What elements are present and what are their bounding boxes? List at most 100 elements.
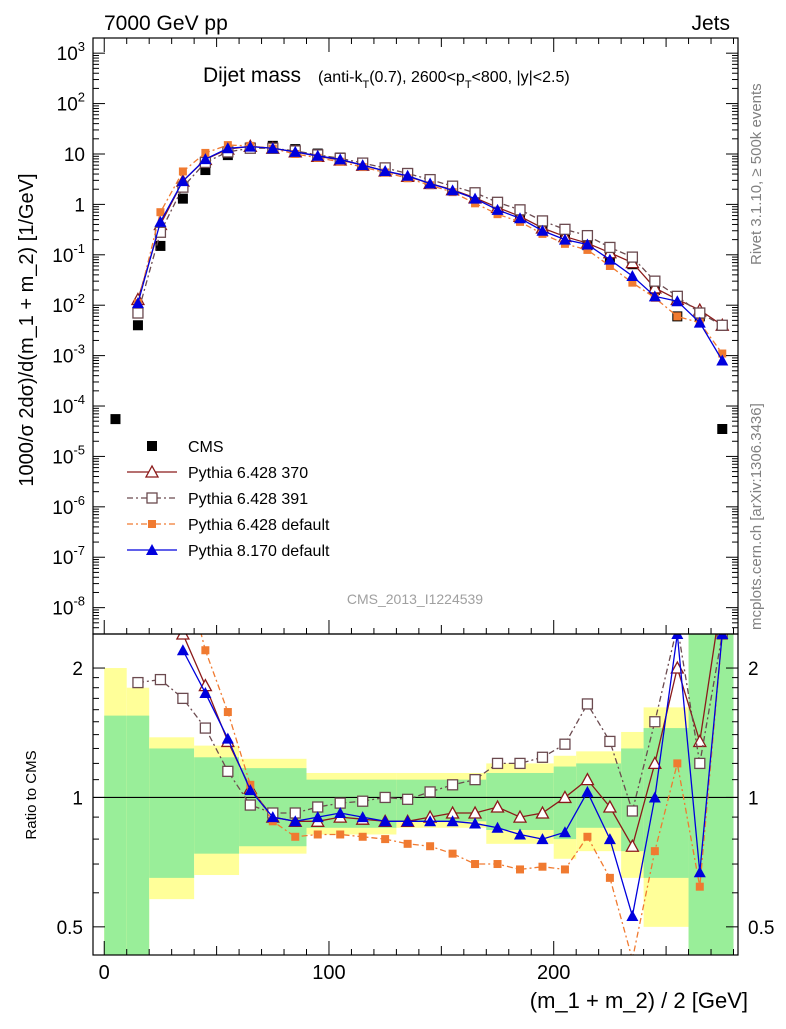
ratio-point xyxy=(357,795,369,807)
y-axis-label-ratio: Ratio to CMS xyxy=(23,750,40,839)
ratio-point xyxy=(379,815,392,827)
ratio-point xyxy=(536,833,549,845)
y-tick-label: 10-7 xyxy=(52,543,85,569)
plot-title-main: Dijet mass xyxy=(203,64,301,87)
data-point xyxy=(536,224,549,236)
data-point xyxy=(289,145,302,157)
legend-marker xyxy=(148,520,156,528)
data-point xyxy=(673,312,682,321)
ratio-point xyxy=(626,909,639,921)
ratio-point xyxy=(201,646,210,655)
ratio-point xyxy=(426,842,435,851)
ratio-point xyxy=(605,873,614,882)
data-point xyxy=(154,215,167,227)
ratio-point xyxy=(557,790,573,804)
legend-item: CMS xyxy=(147,439,224,456)
data-point xyxy=(177,193,188,204)
ratio-point xyxy=(693,866,706,878)
ratio-point xyxy=(603,833,616,845)
ratio-point xyxy=(673,759,682,768)
legend-item: Pythia 6.428 default xyxy=(127,517,330,534)
ratio-point xyxy=(558,826,571,838)
ratio-point xyxy=(516,865,525,874)
ratio-point xyxy=(625,838,640,852)
data-point xyxy=(514,212,527,224)
ratio-y-tick-label-right: 1 xyxy=(748,788,759,809)
ratio-band-green xyxy=(126,715,150,955)
ratio-point xyxy=(491,757,504,770)
ratio-point xyxy=(559,738,571,750)
ratio-point xyxy=(514,757,526,770)
y-tick-label: 103 xyxy=(57,39,85,65)
ratio-point xyxy=(356,811,369,823)
ratio-point xyxy=(535,805,550,819)
data-point xyxy=(718,349,727,358)
y-tick-label: 102 xyxy=(57,90,85,116)
data-point xyxy=(536,215,549,227)
ratio-band-green xyxy=(621,748,644,852)
data-point xyxy=(491,203,504,215)
mcplots-label: mcplots.cern.ch [arXiv:1306.3436] xyxy=(748,403,765,630)
ratio-point xyxy=(514,828,527,840)
ratio-point xyxy=(602,799,617,813)
ratio-point xyxy=(650,847,659,856)
data-point xyxy=(649,275,661,287)
y-tick-label: 1 xyxy=(74,195,85,216)
ratio-point xyxy=(626,805,639,817)
ratio-point xyxy=(403,839,412,848)
ratio-point xyxy=(244,799,256,811)
ratio-point xyxy=(291,832,300,841)
ratio-point xyxy=(336,830,345,839)
y-tick-label: 10-8 xyxy=(52,594,85,620)
ratio-point xyxy=(490,799,505,813)
ratio-band-green xyxy=(688,634,734,955)
y-tick-label: 10-3 xyxy=(52,342,85,368)
ratio-point xyxy=(266,811,279,823)
legend-marker xyxy=(146,492,158,504)
ratio-point xyxy=(716,634,729,639)
ratio-point xyxy=(424,786,436,798)
ratio-point xyxy=(401,815,414,827)
series-pythia-8-170-default xyxy=(131,140,729,366)
ratio-band-green xyxy=(104,715,127,955)
ratio-point xyxy=(583,832,592,841)
ratio-point xyxy=(493,860,502,869)
y-axis-label-main: 1000/σ 2dσ)/d(m_1 + m_2) [1/GeV] xyxy=(16,173,38,486)
axes-layer: 10-810-710-610-510-410-310-210-111010210… xyxy=(52,37,774,984)
ratio-point xyxy=(154,673,167,686)
ratio-point xyxy=(313,830,322,839)
ratio-point xyxy=(334,807,347,819)
x-tick-label: 0 xyxy=(99,962,110,984)
data-point xyxy=(605,261,614,270)
ratio-point xyxy=(199,722,212,734)
ratio-point xyxy=(671,634,684,639)
data-point xyxy=(446,184,459,196)
legend-label: Pythia 6.428 370 xyxy=(188,465,308,482)
series-pythia-6-428-370 xyxy=(130,138,730,331)
ratio-point xyxy=(312,801,324,813)
x-tick-label: 200 xyxy=(537,962,570,984)
series-pythia-6-428-391 xyxy=(132,142,728,331)
y-tick-label: 10-1 xyxy=(52,241,85,267)
ratio-point xyxy=(469,773,481,786)
data-point xyxy=(693,316,706,328)
ratio-point xyxy=(132,676,144,689)
ratio-point xyxy=(381,835,390,844)
series-line xyxy=(137,147,723,326)
data-point xyxy=(694,307,706,319)
data-point xyxy=(266,142,279,154)
ratio-y-tick-label: 0.5 xyxy=(57,918,83,939)
ratio-point xyxy=(471,860,480,869)
ratio-point xyxy=(199,686,212,698)
legend-label: CMS xyxy=(188,439,224,456)
ratio-point xyxy=(358,832,367,841)
x-axis-label: (m_1 + m_2) / 2 [GeV] xyxy=(530,988,748,1013)
ratio-point xyxy=(649,716,661,728)
legend: CMS Pythia 6.428 370 Pythia 6.428 391 Pythi… xyxy=(127,439,330,560)
ratio-band-green xyxy=(149,748,195,878)
ratio-point xyxy=(581,698,594,710)
ratio-point xyxy=(538,862,547,871)
main-series-layer xyxy=(110,138,730,435)
data-point xyxy=(604,241,616,254)
